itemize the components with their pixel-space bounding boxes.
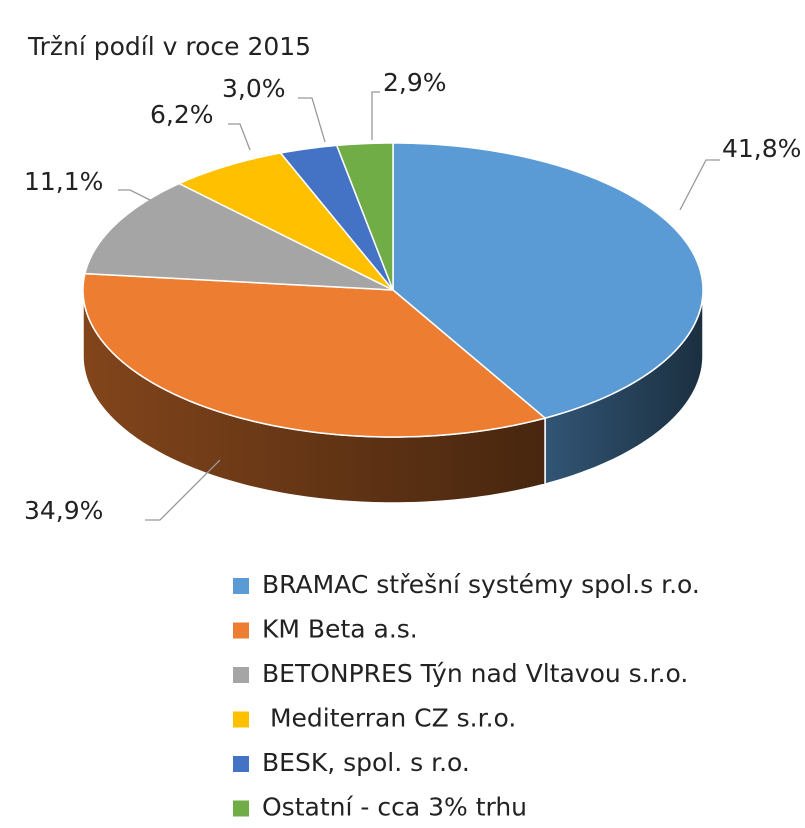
- data-label: 6,2%: [150, 100, 214, 129]
- slice: [392, 142, 704, 419]
- data-label: 2,9%: [383, 68, 447, 97]
- legend-swatch: [233, 711, 249, 728]
- leader-line: [371, 91, 380, 140]
- data-label: 3,0%: [222, 74, 286, 103]
- legend-label: Ostatní - cca 3% trhu: [262, 793, 527, 822]
- slice: [279, 144, 394, 291]
- legend-label: BESK, spol. s r.o.: [262, 748, 470, 777]
- data-label: 34,9%: [24, 496, 103, 525]
- slice: [335, 142, 394, 291]
- slice: [82, 272, 547, 438]
- leader-line: [118, 189, 151, 201]
- leader-line: [679, 159, 720, 211]
- legend-swatch: [233, 578, 249, 594]
- data-label: 41,8%: [722, 134, 801, 163]
- legend-swatch: [233, 667, 249, 683]
- legend-label: BETONPRES Týn nad Vltavou s.r.o.: [262, 659, 688, 688]
- legend-label: KM Beta a.s.: [262, 615, 418, 644]
- chart-title: Tržní podíl v roce 2015: [27, 32, 311, 61]
- leader-line: [298, 97, 326, 143]
- legend-swatch: [233, 800, 249, 817]
- leader-line: [228, 123, 251, 151]
- data-label: 11,1%: [24, 167, 103, 196]
- leader-line: [145, 459, 221, 521]
- slice: [83, 182, 394, 291]
- slice: [177, 152, 394, 291]
- legend-swatch: [233, 756, 249, 772]
- legend-swatch: [233, 622, 249, 639]
- legend-label: Mediterran CZ s.r.o.: [262, 704, 516, 733]
- legend-label: BRAMAC střešní systémy spol.s r.o.: [262, 570, 700, 599]
